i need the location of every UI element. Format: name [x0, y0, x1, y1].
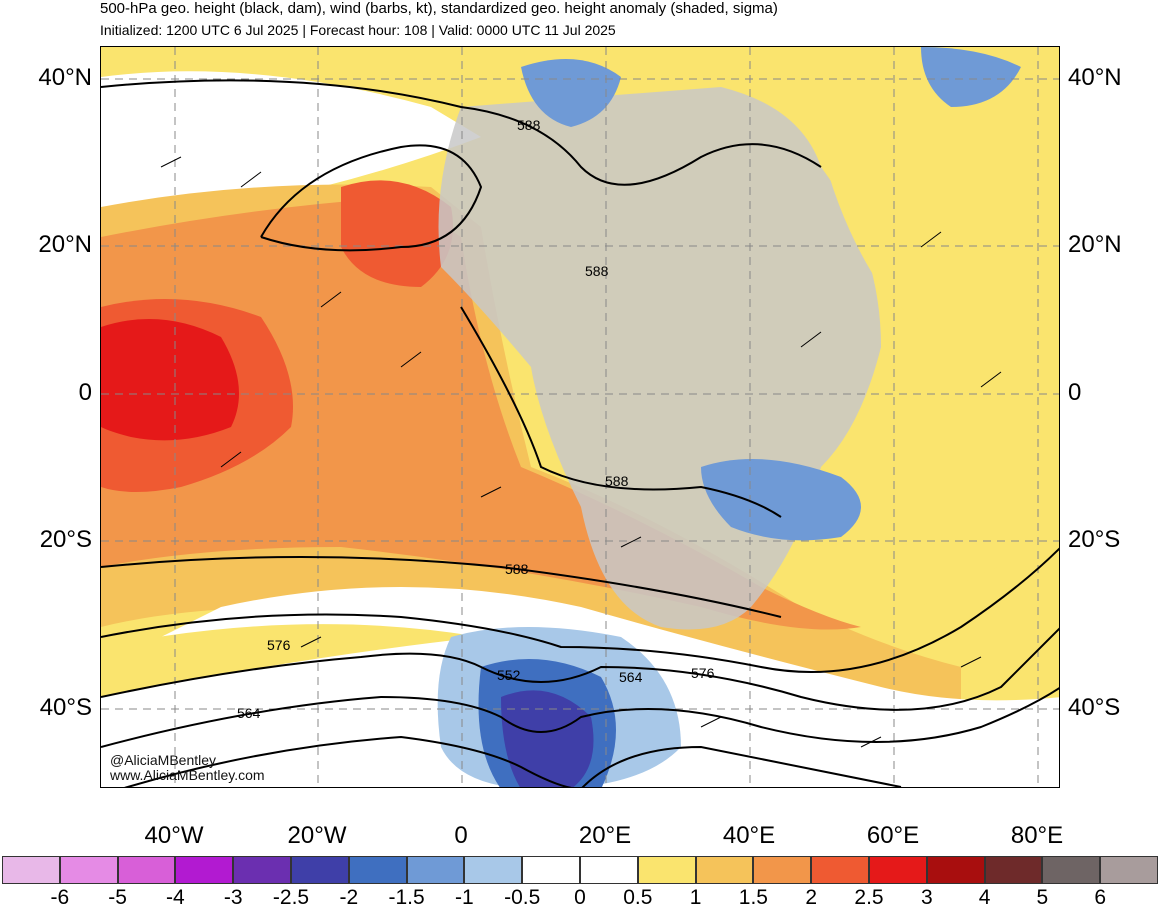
lat-label-right: 20°S [1068, 526, 1121, 553]
contour-label: 588 [585, 263, 609, 279]
color-bar-swatch [348, 856, 407, 884]
color-bar-swatch [984, 856, 1043, 884]
color-bar-swatch [926, 856, 985, 884]
color-bar-swatch [175, 856, 234, 884]
color-bar-swatch [522, 856, 580, 884]
lat-label-left: 20°N [38, 231, 92, 258]
chart-title: 500-hPa geo. height (black, dam), wind (… [100, 0, 778, 17]
lon-label: 40°W [144, 822, 204, 849]
anomaly-trough-core [501, 690, 594, 787]
color-bar-swatch [59, 856, 118, 884]
color-bar-label: 5 [1036, 886, 1049, 909]
color-bar-label: 1 [689, 886, 702, 909]
anomaly-2-region [101, 197, 861, 630]
lon-label: 60°E [866, 822, 920, 849]
contour-label: 588 [517, 117, 541, 133]
color-bar-label: 1.5 [738, 886, 768, 909]
color-bar-swatch [2, 856, 60, 884]
color-bar-label: 0.5 [623, 886, 653, 909]
lat-label-right: 40°N [1068, 64, 1122, 91]
lat-label-left: 0 [78, 379, 92, 406]
anomaly-sahara-region [341, 180, 453, 287]
lat-label-left: 20°S [39, 526, 92, 553]
credit-website: www.AliciaMBentley.com [110, 767, 265, 783]
chart-subtitle: Initialized: 1200 UTC 6 Jul 2025 | Forec… [100, 22, 616, 38]
color-bar-label: -3 [223, 886, 243, 909]
arabia-region [821, 140, 1021, 332]
color-bar-label: 6 [1094, 886, 1107, 909]
color-bar-swatch [753, 856, 812, 884]
lat-label-right: 0 [1068, 379, 1082, 406]
color-bar-label: 0 [574, 886, 586, 909]
wind-barbs [160, 156, 1002, 748]
height-contours [101, 79, 1059, 787]
color-bar-label: -2 [339, 886, 359, 909]
contour-label: 576 [267, 637, 291, 653]
color-bar-swatch [695, 856, 754, 884]
color-bar-swatch [811, 856, 869, 884]
anomaly-madagascar-region [701, 459, 861, 541]
contour-label: 552 [497, 667, 521, 683]
color-bar-label: 4 [978, 886, 991, 909]
lon-label: 20°E [578, 822, 632, 849]
contour-label: 576 [691, 665, 715, 681]
color-bar-swatch [233, 856, 291, 884]
credit-handle: @AliciaMBentley [110, 752, 217, 768]
color-bar-label: -5 [108, 886, 127, 909]
color-bar-swatch [637, 856, 696, 884]
graticule [101, 47, 1059, 787]
lon-label: 20°W [287, 822, 347, 849]
lat-label-left: 40°S [39, 694, 92, 721]
color-bar-swatch [290, 856, 349, 884]
color-bar-swatch [1100, 856, 1158, 884]
color-bar-swatch [406, 856, 465, 884]
color-bar-label: -1 [455, 886, 474, 909]
lat-label-right: 40°S [1068, 694, 1121, 721]
anomaly-asia-region [921, 47, 1021, 107]
weather-map: 588 588 588 588 576 576 564 564 552 [100, 46, 1060, 788]
map-canvas [101, 47, 1059, 787]
color-bar-swatch [868, 856, 927, 884]
lon-label: 0 [454, 822, 468, 849]
color-bar-label: 3 [920, 886, 933, 909]
color-bar-swatch [1042, 856, 1101, 884]
neutral-region [101, 71, 481, 220]
lon-label: 40°E [722, 822, 776, 849]
anomaly-indian-yellow [921, 547, 1059, 634]
contour-label: 588 [605, 473, 629, 489]
color-bar-swatch [579, 856, 638, 884]
color-bar-label: -1.5 [388, 886, 425, 909]
anomaly-europe-region [521, 59, 621, 127]
color-bar-label: 2.5 [854, 886, 884, 909]
color-bar-label: -2.5 [272, 886, 310, 909]
color-bar-swatch [117, 856, 176, 884]
contour-label: 564 [619, 669, 643, 685]
color-bar-label: -0.5 [504, 886, 541, 909]
contour-label: 588 [505, 561, 529, 577]
lat-label-right: 20°N [1068, 231, 1122, 258]
lon-label: 80°E [1010, 822, 1064, 849]
lat-label-left: 40°N [38, 64, 92, 91]
contour-label: 564 [237, 705, 261, 721]
anomaly-3-region [101, 319, 239, 441]
color-bar-label: -6 [50, 886, 70, 909]
color-bar-label: 2 [805, 886, 818, 909]
color-bar [2, 856, 1158, 884]
color-bar-label: -4 [166, 886, 185, 909]
color-bar-swatch [464, 856, 523, 884]
